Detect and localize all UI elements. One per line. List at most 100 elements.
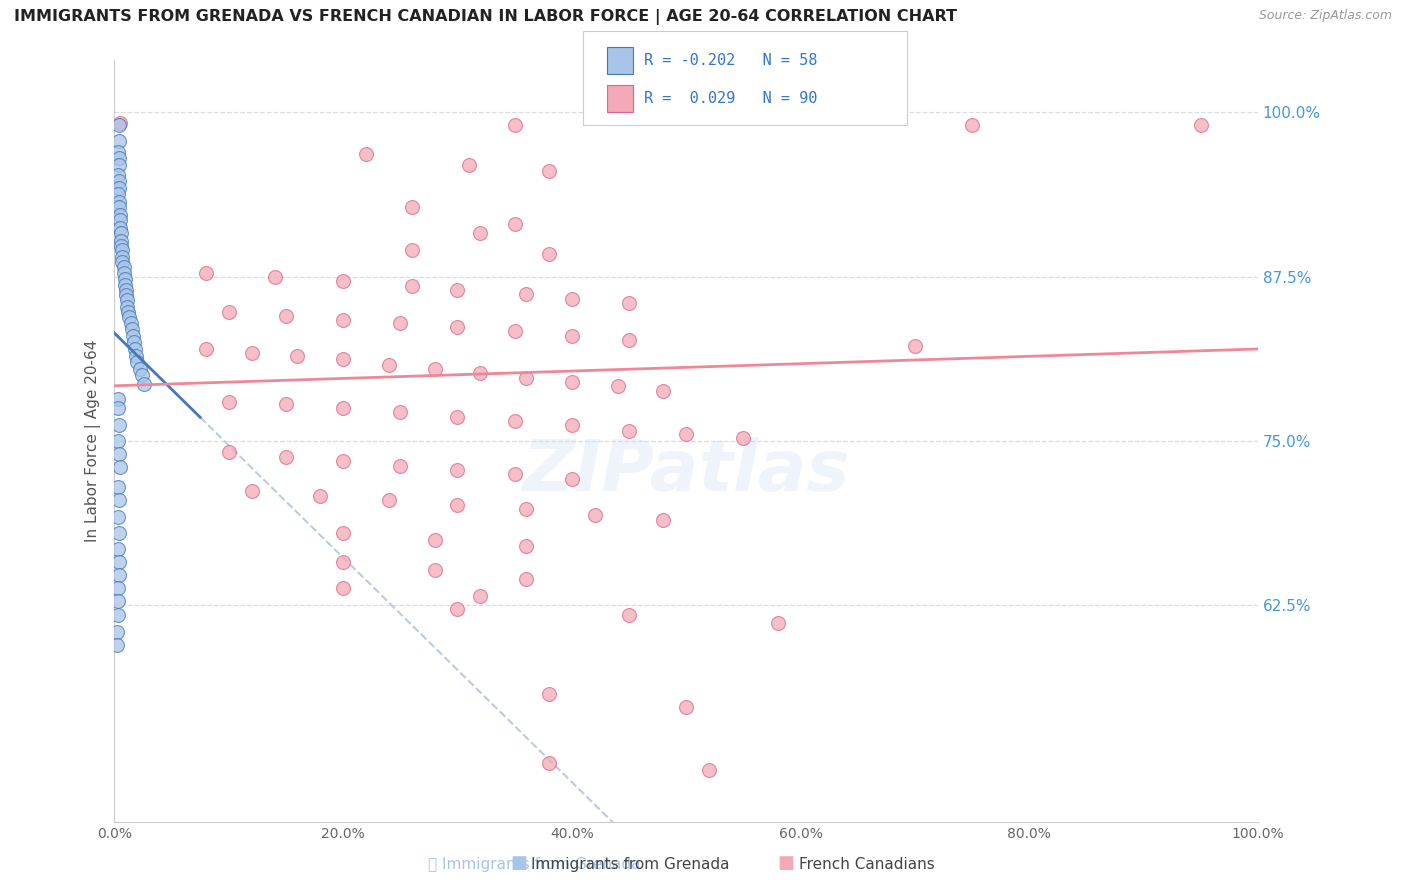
Point bbox=[458, 158, 481, 172]
Point bbox=[117, 305, 139, 319]
Point bbox=[401, 244, 423, 258]
Point bbox=[389, 405, 412, 419]
Point bbox=[110, 226, 132, 240]
Point bbox=[111, 250, 134, 264]
Point bbox=[332, 352, 354, 367]
Point bbox=[194, 266, 217, 280]
Point bbox=[108, 213, 131, 227]
Point bbox=[617, 607, 640, 622]
Point bbox=[561, 375, 583, 389]
Point bbox=[446, 602, 468, 616]
Text: French Canadians: French Canadians bbox=[799, 857, 935, 872]
Point bbox=[537, 756, 560, 771]
Point bbox=[108, 173, 131, 187]
Point bbox=[125, 349, 148, 363]
Point bbox=[121, 322, 143, 336]
Point bbox=[617, 333, 640, 347]
Point bbox=[108, 181, 131, 195]
Point bbox=[218, 444, 240, 458]
Point bbox=[122, 335, 145, 350]
Point bbox=[389, 316, 412, 330]
Point bbox=[274, 397, 297, 411]
Text: Source: ZipAtlas.com: Source: ZipAtlas.com bbox=[1258, 9, 1392, 22]
Point bbox=[446, 410, 468, 425]
Point bbox=[108, 116, 131, 130]
Point bbox=[515, 502, 537, 516]
Point bbox=[108, 151, 131, 165]
Point bbox=[194, 342, 217, 356]
Point bbox=[121, 328, 143, 343]
Point bbox=[108, 526, 131, 541]
Point bbox=[108, 158, 131, 172]
Point bbox=[124, 342, 146, 356]
Point bbox=[503, 414, 526, 428]
Point bbox=[332, 401, 354, 416]
Y-axis label: In Labor Force | Age 20-64: In Labor Force | Age 20-64 bbox=[86, 340, 101, 542]
Point bbox=[115, 293, 138, 308]
Point bbox=[617, 296, 640, 310]
Text: IMMIGRANTS FROM GRENADA VS FRENCH CANADIAN IN LABOR FORCE | AGE 20-64 CORRELATIO: IMMIGRANTS FROM GRENADA VS FRENCH CANADI… bbox=[14, 9, 957, 25]
Point bbox=[446, 499, 468, 513]
Point bbox=[332, 555, 354, 569]
Point bbox=[960, 119, 983, 133]
Text: ■: ■ bbox=[510, 855, 527, 872]
Point bbox=[503, 467, 526, 481]
Point bbox=[108, 418, 131, 433]
Point bbox=[423, 361, 446, 376]
Point bbox=[134, 377, 156, 392]
Point bbox=[107, 145, 129, 159]
Point bbox=[108, 555, 131, 569]
Point bbox=[503, 217, 526, 231]
Point bbox=[105, 638, 128, 652]
Point bbox=[240, 483, 263, 498]
Point bbox=[107, 594, 129, 608]
Point bbox=[652, 384, 675, 398]
Point bbox=[128, 361, 150, 376]
Point bbox=[697, 763, 720, 777]
Point bbox=[110, 239, 132, 253]
Text: ■: ■ bbox=[778, 855, 794, 872]
Point bbox=[515, 371, 537, 385]
Point bbox=[561, 472, 583, 486]
Point bbox=[423, 563, 446, 577]
Point bbox=[120, 316, 142, 330]
Point bbox=[108, 134, 131, 148]
Point bbox=[446, 319, 468, 334]
Point bbox=[1189, 119, 1212, 133]
Point bbox=[263, 269, 285, 284]
Point bbox=[108, 208, 131, 222]
Point bbox=[115, 288, 138, 302]
Point bbox=[127, 355, 149, 369]
Point bbox=[118, 310, 141, 325]
Point bbox=[108, 493, 131, 508]
Point bbox=[111, 255, 134, 269]
Point bbox=[675, 427, 697, 442]
Point bbox=[107, 186, 129, 201]
Point bbox=[378, 493, 401, 508]
Point bbox=[733, 431, 755, 445]
Point bbox=[515, 572, 537, 586]
Point bbox=[904, 339, 927, 353]
Text: ZIPatlas: ZIPatlas bbox=[523, 437, 849, 506]
Point bbox=[583, 508, 606, 522]
Point bbox=[332, 582, 354, 596]
Point bbox=[503, 119, 526, 133]
Point bbox=[470, 366, 492, 380]
Point bbox=[274, 309, 297, 323]
Point bbox=[107, 541, 129, 556]
Point bbox=[108, 119, 131, 133]
Point bbox=[218, 394, 240, 409]
Point bbox=[107, 582, 129, 596]
Point bbox=[354, 147, 377, 161]
Point bbox=[401, 200, 423, 214]
Point bbox=[401, 278, 423, 293]
Point bbox=[131, 368, 153, 383]
Point bbox=[561, 292, 583, 306]
Text: Immigrants from Grenada: Immigrants from Grenada bbox=[531, 857, 730, 872]
Point bbox=[107, 480, 129, 494]
Point bbox=[537, 247, 560, 261]
Point bbox=[652, 513, 675, 527]
Point bbox=[107, 607, 129, 622]
Point bbox=[378, 358, 401, 372]
Point bbox=[561, 418, 583, 433]
